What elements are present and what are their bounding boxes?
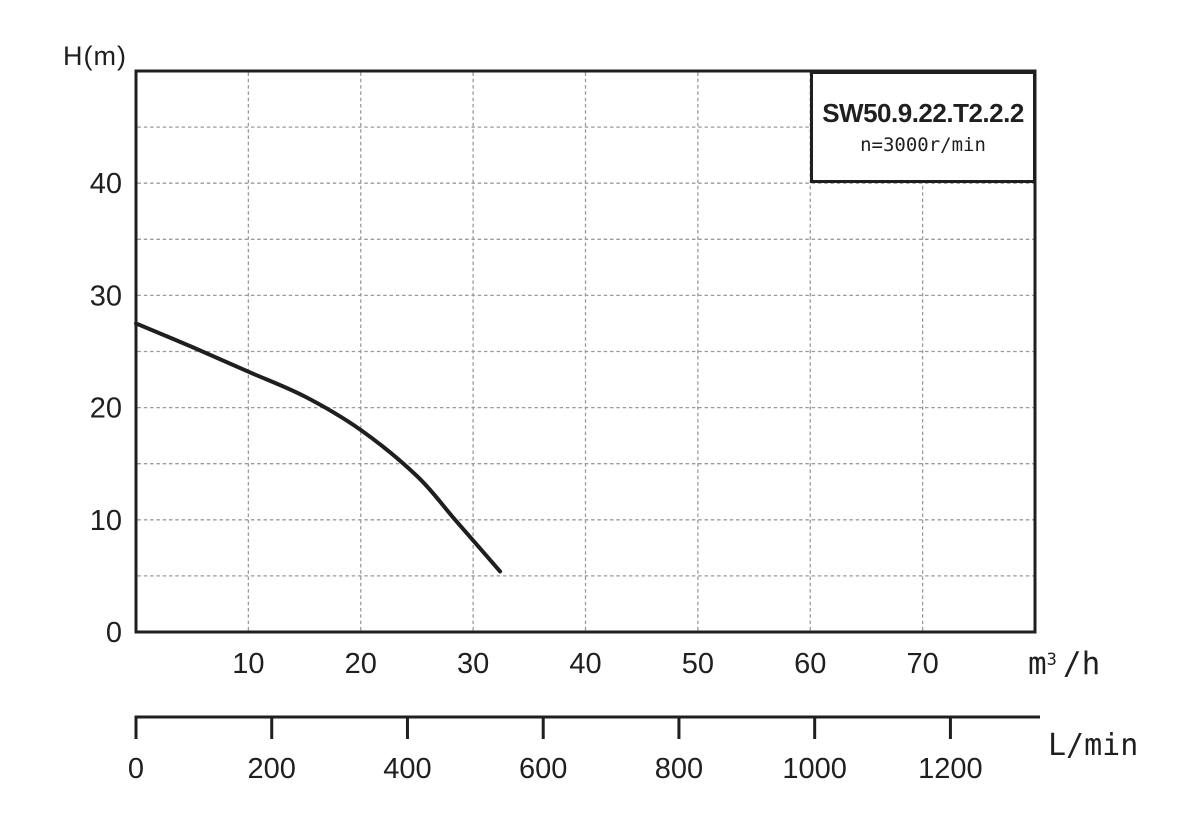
y-tick-label: 20 (90, 393, 122, 425)
unit-superscript: 3 (1046, 649, 1057, 670)
x-tick-label: 20 (345, 648, 377, 680)
x-tick-label: 50 (682, 648, 714, 680)
lmin-tick-label: 800 (655, 753, 703, 785)
primary-axis-unit-label: m3/h (1028, 646, 1100, 682)
unit-rest: /h (1062, 646, 1101, 682)
lmin-tick-label: 1000 (782, 753, 847, 785)
lmin-tick-label: 600 (519, 753, 567, 785)
model-number: SW50.9.22.T2.2.2 (822, 98, 1024, 128)
head-flow-curve (134, 321, 503, 574)
y-axis-title: H(m) (63, 41, 127, 71)
x-tick-label: 10 (232, 648, 264, 680)
x-tick-label: 30 (457, 648, 489, 680)
lmin-tick-label: 1200 (918, 753, 983, 785)
unit-base: m (1028, 646, 1047, 682)
x-tick-label: 60 (794, 648, 826, 680)
rated-speed: n=3000r/min (860, 134, 986, 156)
x-tick-label: 40 (569, 648, 601, 680)
lmin-tick-label: 400 (383, 753, 431, 785)
plot-border (134, 69, 1037, 634)
model-info-box: SW50.9.22.T2.2.2 n=3000r/min (810, 71, 1036, 183)
y-tick-label: 30 (90, 280, 122, 312)
y-tick-label: 40 (90, 168, 122, 200)
y-tick-label: 10 (90, 505, 122, 537)
lmin-tick-label: 200 (248, 753, 296, 785)
lmin-tick-label: 0 (128, 753, 144, 785)
x-tick-label: 70 (906, 648, 938, 680)
secondary-axis-unit-label: L/min (1048, 728, 1139, 763)
y-tick-label: 0 (106, 617, 122, 649)
